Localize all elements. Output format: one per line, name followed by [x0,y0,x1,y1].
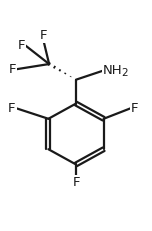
Text: F: F [8,102,16,115]
Text: F: F [72,176,80,189]
Text: F: F [9,63,16,76]
Text: F: F [131,102,139,115]
Text: NH: NH [103,64,123,77]
Text: 2: 2 [121,68,128,78]
Text: F: F [40,29,48,42]
Text: F: F [18,39,25,52]
